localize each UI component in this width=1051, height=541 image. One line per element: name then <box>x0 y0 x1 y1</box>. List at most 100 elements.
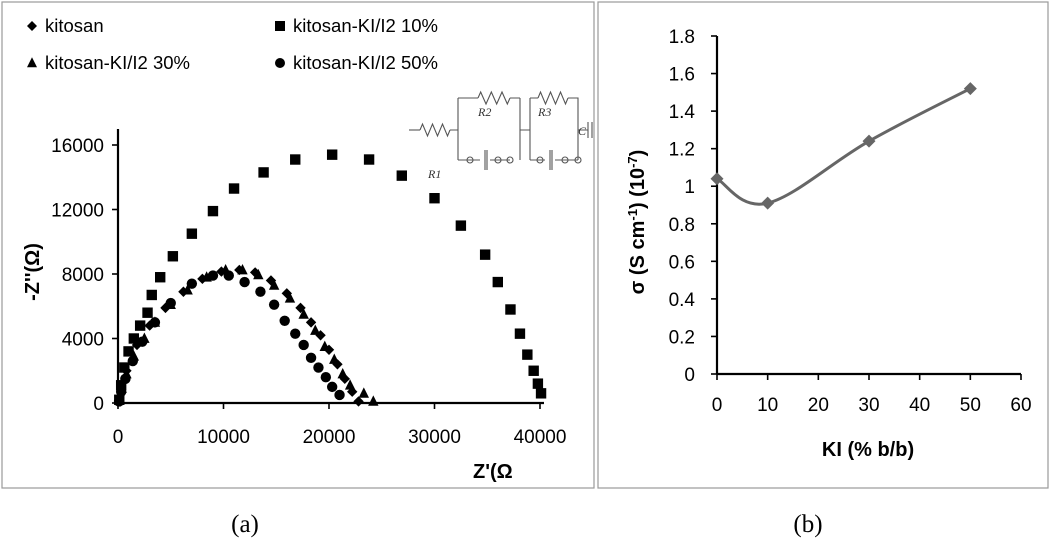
data-point <box>290 154 301 165</box>
data-point <box>396 170 407 181</box>
x-tick-label: 60 <box>1010 395 1031 416</box>
y-tick-label: 0.4 <box>669 290 696 311</box>
y-tick-label: 0.8 <box>669 215 695 236</box>
data-point <box>228 183 240 194</box>
y-tick-label: 1.2 <box>669 140 695 161</box>
panel-b-label: (b) <box>793 511 822 538</box>
data-point <box>128 333 140 344</box>
data-point <box>326 149 338 160</box>
x-axis-title: Z'(Ω <box>473 461 513 483</box>
data-point <box>284 292 296 303</box>
y-tick-label: 0 <box>93 394 104 415</box>
panel-a-label: (a) <box>231 511 259 538</box>
legend-marker <box>27 57 37 68</box>
y-tick-label: 16000 <box>51 136 104 157</box>
y-axis-title-superscript: -7 <box>625 156 640 168</box>
x-tick-label: 10 <box>757 395 778 416</box>
data-point <box>134 320 146 331</box>
x-tick-label: 40000 <box>514 427 567 448</box>
legend-marker <box>27 21 37 31</box>
y-tick-label: 1.8 <box>669 27 695 48</box>
y-tick-label: 12000 <box>51 201 104 222</box>
y-tick-label: 1.4 <box>669 102 696 123</box>
data-point <box>329 353 340 364</box>
data-point <box>279 315 290 326</box>
circuit-label-r3: R3 <box>537 105 551 119</box>
data-point <box>127 355 138 367</box>
data-point <box>528 365 539 376</box>
y-tick-label: 8000 <box>62 265 104 286</box>
data-point <box>313 362 324 373</box>
data-point <box>298 308 309 319</box>
data-point <box>182 284 193 295</box>
data-point <box>298 339 309 351</box>
data-point <box>532 378 544 389</box>
data-point <box>337 367 348 379</box>
x-tick-label: 50 <box>960 395 981 416</box>
conductivity-plot: 0 0.2 0.4 0.6 0.8 1 1.2 1.4 1.6 1.8 0 10 20 30 40 50 60 K… <box>625 27 1032 461</box>
legend-entry: kitosan-KI/I2 50% <box>293 52 438 73</box>
circuit-node <box>466 156 474 164</box>
data-point <box>253 268 264 280</box>
circuit-label-r1: R1 <box>427 167 441 181</box>
data-point <box>146 289 157 301</box>
data-point <box>268 279 280 290</box>
data-point <box>455 220 467 231</box>
data-point <box>137 336 148 347</box>
y-tick-label: 0.6 <box>669 252 695 273</box>
circuit-label-r2: R2 <box>477 105 491 119</box>
y-axis-title: -Z''(Ω) <box>22 243 44 301</box>
data-point <box>963 82 977 96</box>
data-point <box>186 278 198 289</box>
data-point <box>207 205 219 217</box>
data-point <box>305 317 317 328</box>
y-axis-title-part: ) (10 <box>627 168 649 209</box>
data-point <box>320 372 332 383</box>
data-point <box>535 388 547 399</box>
x-tick-label: 30000 <box>408 427 461 448</box>
y-tick-label: 1.6 <box>669 65 695 86</box>
data-point <box>368 395 379 406</box>
y-axis-title-superscript: -1 <box>625 209 640 221</box>
data-point <box>149 317 161 328</box>
circuit-node <box>574 156 582 164</box>
data-point <box>344 379 356 390</box>
x-tick-label: 0 <box>712 395 723 416</box>
x-tick-label: 20000 <box>303 427 356 448</box>
y-axis-title-part: σ (S cm <box>627 221 649 295</box>
circuit-node <box>494 156 502 164</box>
data-point <box>167 251 179 262</box>
data-point <box>113 396 125 407</box>
data-point <box>142 307 153 318</box>
data-point <box>522 349 533 360</box>
data-point <box>258 167 269 178</box>
data-point <box>310 324 321 335</box>
data-point <box>123 346 134 357</box>
data-point <box>268 299 280 310</box>
panel-a-frame <box>1 1 595 489</box>
data-point <box>319 340 330 351</box>
resistor-r2 <box>477 90 511 106</box>
data-point <box>207 270 219 281</box>
x-tick-label: 10000 <box>197 427 250 448</box>
data-point <box>115 386 127 397</box>
circuit-node <box>561 156 569 164</box>
data-point <box>155 272 166 283</box>
data-point <box>505 304 516 315</box>
data-point <box>239 276 250 288</box>
data-point <box>255 286 266 297</box>
circuit-node <box>506 156 514 164</box>
circuit-wire <box>568 97 593 160</box>
x-axis-title: KI (% b/b) <box>822 439 914 461</box>
equivalent-circuit-inset: R1 R2 R3 C <box>409 90 593 181</box>
panel-b-frame <box>597 1 1049 489</box>
x-tick-label: 0 <box>113 427 124 448</box>
data-point <box>305 352 317 364</box>
data-point <box>479 249 491 260</box>
resistor-r1 <box>419 122 451 138</box>
x-tick-label: 20 <box>808 395 829 416</box>
data-point <box>353 396 364 407</box>
circuit-wire <box>510 97 538 160</box>
circuit-wire <box>450 97 478 161</box>
